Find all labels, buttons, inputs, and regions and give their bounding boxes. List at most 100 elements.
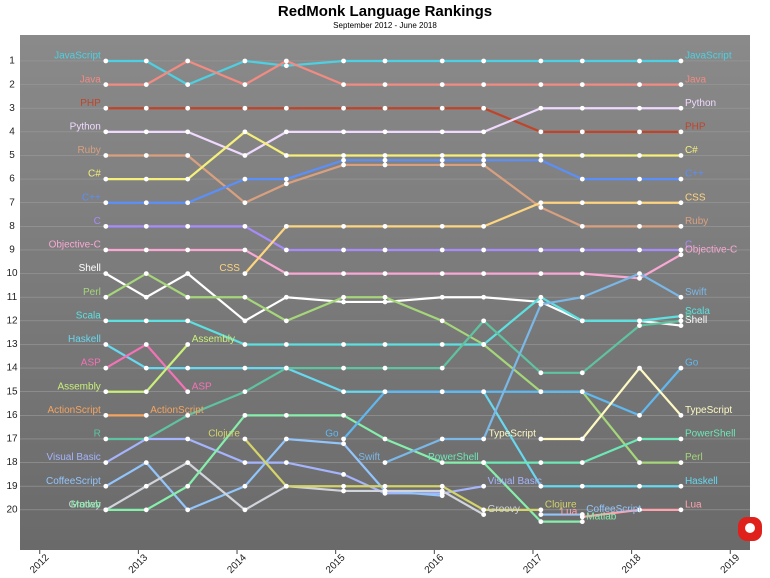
point	[242, 507, 248, 513]
series-line	[244, 201, 681, 275]
point	[538, 205, 544, 210]
point	[185, 389, 191, 395]
point	[678, 58, 684, 64]
point	[678, 412, 684, 418]
series-label: TypeScript	[685, 405, 732, 416]
point	[678, 318, 684, 324]
point	[382, 483, 388, 489]
point	[283, 105, 289, 111]
point	[382, 58, 388, 64]
y-tick-label: 3	[9, 103, 15, 114]
point	[637, 460, 642, 465]
point	[439, 247, 445, 253]
point	[341, 389, 346, 395]
point	[143, 105, 149, 111]
y-tick-label: 16	[6, 410, 18, 421]
point	[341, 342, 346, 347]
point	[637, 318, 642, 324]
point	[637, 200, 642, 206]
point	[341, 153, 346, 158]
point	[185, 223, 191, 229]
point	[143, 507, 149, 513]
point	[538, 105, 544, 111]
point	[481, 271, 487, 277]
series-label: JavaScript	[54, 51, 101, 62]
point	[579, 370, 585, 376]
point	[341, 157, 346, 163]
point	[538, 389, 544, 395]
point	[185, 412, 191, 418]
point	[637, 105, 642, 111]
point	[439, 162, 445, 168]
point	[481, 436, 487, 442]
point	[382, 389, 388, 395]
point	[283, 58, 289, 64]
point	[185, 342, 191, 347]
series-label: Clojure	[208, 429, 240, 440]
point	[242, 460, 248, 465]
point	[678, 323, 684, 328]
y-tick-label: 1	[9, 56, 15, 67]
point	[341, 162, 346, 168]
point	[143, 294, 149, 300]
point	[579, 153, 585, 158]
series-label: Perl	[685, 452, 703, 463]
y-tick-label: 7	[9, 197, 15, 208]
point	[579, 200, 585, 206]
series-label: Shell	[685, 315, 707, 326]
point	[185, 153, 191, 158]
y-tick-label: 9	[9, 245, 15, 256]
point	[439, 483, 445, 489]
point	[242, 294, 248, 300]
series-label: Swift	[685, 287, 707, 298]
y-tick-label: 13	[6, 339, 18, 350]
series-label: Scala	[685, 306, 710, 317]
point	[538, 436, 544, 442]
point	[439, 460, 445, 465]
series-label: Haskell	[68, 334, 101, 345]
point	[439, 82, 445, 88]
point	[103, 129, 109, 135]
point	[341, 223, 346, 229]
point	[637, 58, 642, 64]
point	[678, 223, 684, 229]
series-label: Lua	[561, 507, 578, 518]
point	[103, 105, 109, 111]
point	[242, 483, 248, 489]
y-tick-label: 14	[6, 363, 18, 374]
point	[382, 157, 388, 163]
series-label: ASP	[192, 381, 212, 392]
point	[579, 271, 585, 277]
series-label: CSS	[219, 263, 240, 274]
series-label: TypeScript	[489, 429, 536, 440]
point	[579, 519, 585, 525]
point	[103, 342, 109, 347]
series-label: Shell	[79, 263, 101, 274]
point	[341, 294, 346, 300]
series-label: CoffeeScript	[46, 476, 101, 487]
point	[382, 105, 388, 111]
point	[481, 294, 487, 300]
point	[143, 247, 149, 253]
point	[678, 313, 684, 319]
point	[637, 412, 642, 418]
point	[283, 460, 289, 465]
point	[439, 153, 445, 158]
series-label: PowerShell	[428, 452, 479, 463]
point	[538, 507, 544, 513]
point	[637, 247, 642, 253]
point	[185, 294, 191, 300]
point	[103, 365, 109, 371]
series-label: Groovy	[488, 504, 520, 515]
point	[143, 365, 149, 371]
point	[341, 82, 346, 88]
series-label: Groovy	[69, 499, 101, 510]
point	[242, 176, 248, 182]
series-label: Go	[685, 358, 699, 369]
point	[579, 514, 585, 520]
point	[579, 318, 585, 324]
point	[382, 271, 388, 277]
series-label: Lua	[685, 499, 702, 510]
x-tick-label: 2013	[127, 552, 151, 576]
point	[439, 342, 445, 347]
